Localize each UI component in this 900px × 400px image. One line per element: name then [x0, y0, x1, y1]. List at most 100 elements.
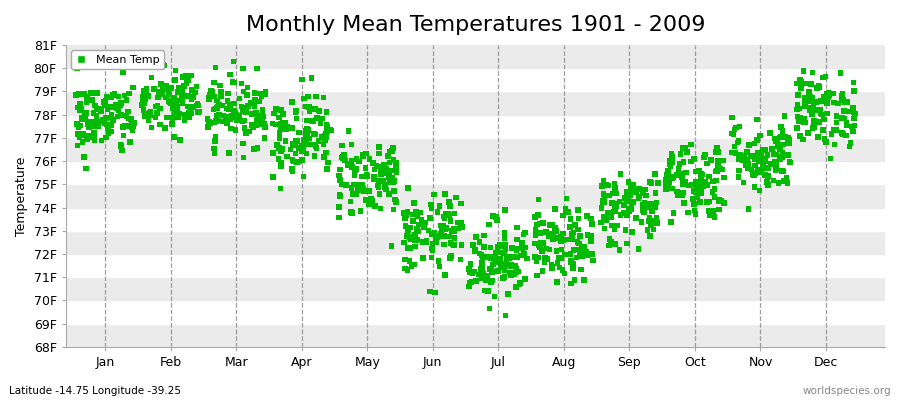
Point	[309, 93, 323, 100]
Point	[295, 146, 310, 153]
Point	[388, 196, 402, 203]
Point	[94, 138, 109, 144]
Point	[371, 182, 385, 188]
Point	[608, 200, 622, 207]
Point	[699, 199, 714, 205]
Point	[678, 144, 692, 151]
Point	[208, 119, 222, 126]
Point	[399, 223, 413, 229]
Point	[758, 172, 772, 178]
Point	[438, 191, 453, 197]
Point	[732, 168, 746, 174]
Point	[272, 114, 286, 121]
Point	[813, 106, 827, 113]
Point	[349, 191, 364, 197]
Point	[104, 94, 118, 101]
Point	[175, 96, 189, 102]
Point	[820, 110, 834, 116]
Point	[234, 103, 248, 110]
Point	[642, 218, 656, 224]
Point	[408, 243, 422, 250]
Point	[344, 198, 358, 205]
Point	[288, 142, 302, 148]
Point	[681, 182, 696, 189]
Point	[790, 106, 805, 112]
Point	[807, 107, 822, 113]
Point	[732, 174, 746, 180]
Point	[661, 176, 675, 183]
Point	[220, 98, 235, 104]
Point	[473, 266, 488, 272]
Point	[821, 94, 835, 101]
Point	[300, 132, 314, 138]
Point	[776, 142, 790, 148]
Point	[665, 175, 680, 181]
Point	[438, 226, 453, 232]
Point	[285, 141, 300, 147]
Point	[374, 171, 389, 177]
Point	[512, 281, 526, 287]
Point	[382, 159, 397, 166]
Point	[86, 124, 101, 130]
Point	[332, 191, 347, 198]
Point	[96, 98, 111, 105]
Point	[612, 198, 626, 205]
Point	[76, 91, 91, 97]
Point	[824, 131, 839, 137]
Point	[675, 174, 689, 180]
Point	[608, 201, 623, 207]
Point	[742, 206, 756, 212]
Point	[112, 107, 126, 113]
Point	[97, 120, 112, 127]
Point	[664, 151, 679, 157]
Point	[644, 180, 659, 186]
Point	[308, 152, 322, 159]
Point	[289, 150, 303, 157]
Point	[829, 127, 843, 133]
Point	[86, 119, 100, 126]
Point	[356, 182, 370, 188]
Point	[211, 104, 225, 110]
Point	[367, 174, 382, 180]
Point	[577, 276, 591, 283]
Point	[90, 120, 104, 126]
Point	[792, 105, 806, 112]
Y-axis label: Temperature: Temperature	[15, 156, 28, 236]
Point	[612, 247, 626, 253]
Point	[563, 251, 578, 257]
Point	[125, 127, 140, 133]
Point	[220, 105, 234, 112]
Point	[760, 165, 775, 171]
Point	[510, 246, 525, 252]
Point	[775, 150, 789, 156]
Point	[495, 264, 509, 270]
Point	[151, 94, 166, 100]
Point	[216, 112, 230, 119]
Point	[508, 263, 522, 269]
Point	[698, 178, 712, 185]
Point	[400, 228, 415, 234]
Point	[822, 92, 836, 98]
Point	[135, 102, 149, 108]
Point	[443, 240, 457, 246]
Point	[640, 227, 654, 233]
Point	[87, 119, 102, 126]
Point	[625, 229, 639, 235]
Point	[711, 149, 725, 155]
Point	[824, 155, 838, 162]
Point	[671, 166, 686, 172]
Point	[767, 151, 781, 157]
Point	[206, 106, 220, 113]
Point	[639, 192, 653, 199]
Point	[300, 141, 314, 147]
Point	[433, 202, 447, 209]
Point	[202, 118, 216, 125]
Point	[676, 181, 690, 187]
Point	[472, 271, 486, 278]
Point	[554, 233, 568, 240]
Point	[661, 169, 675, 176]
Point	[406, 218, 420, 224]
Point	[398, 212, 412, 218]
Point	[727, 144, 742, 150]
Point	[256, 121, 271, 127]
